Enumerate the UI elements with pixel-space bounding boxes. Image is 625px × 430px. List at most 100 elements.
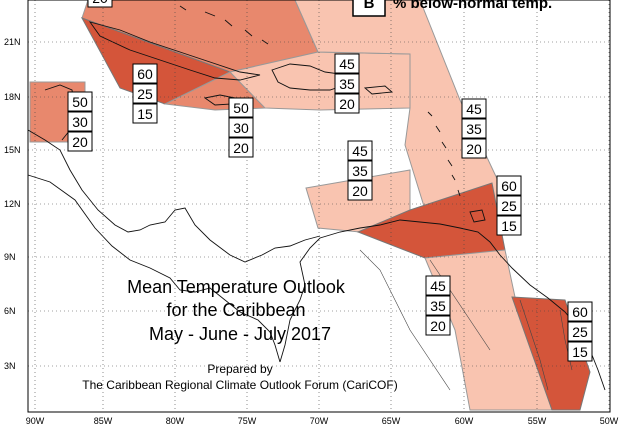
probability-regions: [29, 0, 591, 411]
lon-tick-label: 85W: [94, 416, 113, 426]
outlook-below-value: 20: [352, 183, 368, 199]
outlook-above-value: 45: [430, 278, 446, 294]
outlook-normal-value: 25: [501, 198, 517, 214]
coast-trinidad: [469, 209, 486, 223]
inland-borders: [359, 249, 573, 391]
outlook-box-cell: [461, 138, 487, 159]
outlook-box-cell: [496, 195, 522, 216]
outlook-box-cell: [87, 0, 113, 8]
grid-lines: [28, 0, 610, 412]
outlook-box-cell: [132, 63, 158, 84]
outlook-box-cell: [496, 175, 522, 196]
coast-south-america: [279, 219, 606, 391]
lat-tick-label: 3N: [4, 361, 16, 371]
outlook-box-cell: [67, 91, 93, 112]
outlook-below-value: 20: [466, 141, 482, 157]
lon-tick-label: 80W: [166, 416, 185, 426]
map-title: Mean Temperature Outlook for the Caribbe…: [127, 277, 346, 344]
outlook-box-cell: [567, 341, 593, 362]
outlook-box: 60 25 15: [132, 63, 158, 124]
outlook-normal-value: 25: [572, 324, 588, 340]
outlook-normal-value: 35: [430, 298, 446, 314]
coast-lesser-antilles: [427, 111, 461, 197]
outlook-box-cell: [461, 98, 487, 119]
outlook-box-cell: [228, 137, 254, 158]
outlook-box: 60 25 15: [496, 175, 522, 236]
map-border: [27, 0, 611, 413]
coast-bahamas: [179, 5, 269, 45]
outlook-box: 45 35 20: [461, 98, 487, 159]
outlook-box-cell: [496, 215, 522, 236]
lon-tick-label: 65W: [382, 416, 401, 426]
outlook-box-cell: [228, 97, 254, 118]
outlook-box-cell: [461, 118, 487, 139]
coastlines: [27, 5, 606, 391]
lat-tick-label: 15N: [4, 145, 21, 155]
coast-central-america-pacific: [27, 174, 281, 363]
outlook-above-value: 45: [339, 56, 355, 72]
outlook-box-cell: [334, 53, 360, 74]
lon-tick-label: 55W: [528, 416, 547, 426]
outlook-box-cell: [132, 83, 158, 104]
outlook-box-cell: [334, 93, 360, 114]
outlook-below-value: 20: [430, 318, 446, 334]
lat-tick-label: 18N: [4, 92, 21, 102]
outlook-above-value: 20: [92, 0, 108, 6]
lon-tick-label: 50W: [600, 416, 619, 426]
lon-tick-label: 70W: [310, 416, 329, 426]
lat-tick-label: 6N: [4, 306, 16, 316]
latitude-ticks: 21N 18N 15N 12N 9N 6N 3N: [4, 37, 21, 371]
outlook-normal-value: 25: [137, 86, 153, 102]
outlook-box-cell: [67, 131, 93, 152]
outlook-box-cell: [67, 111, 93, 132]
outlook-box: 45 35 20: [334, 53, 360, 114]
outlook-normal-value: 35: [352, 163, 368, 179]
outlook-box: 60 25 15: [567, 301, 593, 362]
outlook-above-value: 50: [72, 94, 88, 110]
outlook-below-value: 15: [137, 106, 153, 122]
outlook-below-value: 15: [572, 344, 588, 360]
outlook-box-cell: [567, 301, 593, 322]
lon-tick-label: 75W: [238, 416, 257, 426]
outlook-above-value: 45: [352, 143, 368, 159]
outlook-box: 45 35 20: [347, 140, 373, 201]
legend-text: % below-normal temp.: [393, 0, 552, 12]
outlook-box-cell: [425, 275, 451, 296]
coast-puerto-rico: [363, 85, 394, 95]
outlook-box-cell: [425, 315, 451, 336]
lat-tick-label: 9N: [4, 252, 16, 262]
outlook-above-value: 45: [466, 101, 482, 117]
longitude-ticks: 90W 85W 80W 75W 70W 65W 60W 55W 50W: [26, 416, 619, 426]
coast-cuba: [88, 21, 261, 81]
outlook-normal-value: 30: [233, 120, 249, 136]
lat-tick-label: 21N: [4, 37, 21, 47]
title-line-3: May - June - July 2017: [149, 324, 331, 344]
credit-line-1: Prepared by: [207, 362, 272, 376]
outlook-above-value: 60: [572, 304, 588, 320]
lon-tick-label: 90W: [26, 416, 45, 426]
title-line-2: for the Caribbean: [166, 300, 305, 320]
outlook-above-value: 50: [233, 100, 249, 116]
legend-key: B: [364, 0, 375, 12]
outlook-normal-value: 35: [466, 121, 482, 137]
lon-tick-label: 60W: [455, 416, 474, 426]
outlook-below-value: 20: [339, 96, 355, 112]
outlook-below-value: 20: [233, 140, 249, 156]
outlook-box-cell: [132, 103, 158, 124]
outlook-above-value: 60: [137, 66, 153, 82]
coast-central-america: [27, 129, 321, 263]
outlook-below-value: 20: [72, 134, 88, 150]
outlook-box-cell: [347, 160, 373, 181]
legend: B % below-normal temp.: [352, 0, 552, 17]
outlook-box-cell: [567, 321, 593, 342]
outlook-box-cell: [347, 180, 373, 201]
credit-line-2: The Caribbean Regional Climate Outlook F…: [82, 378, 397, 392]
outlook-box-cell: [425, 295, 451, 316]
outlook-normal-value: 35: [339, 76, 355, 92]
outlook-box: 20: [87, 0, 113, 8]
outlook-box-cell: [334, 73, 360, 94]
outlook-box: 50 30 20: [228, 97, 254, 158]
outlook-boxes: 20 50 30 20 60 25 15 50 30 20 45 35 20 45 35 20 45 35 20 60…: [67, 0, 593, 362]
lat-tick-label: 12N: [4, 199, 21, 209]
